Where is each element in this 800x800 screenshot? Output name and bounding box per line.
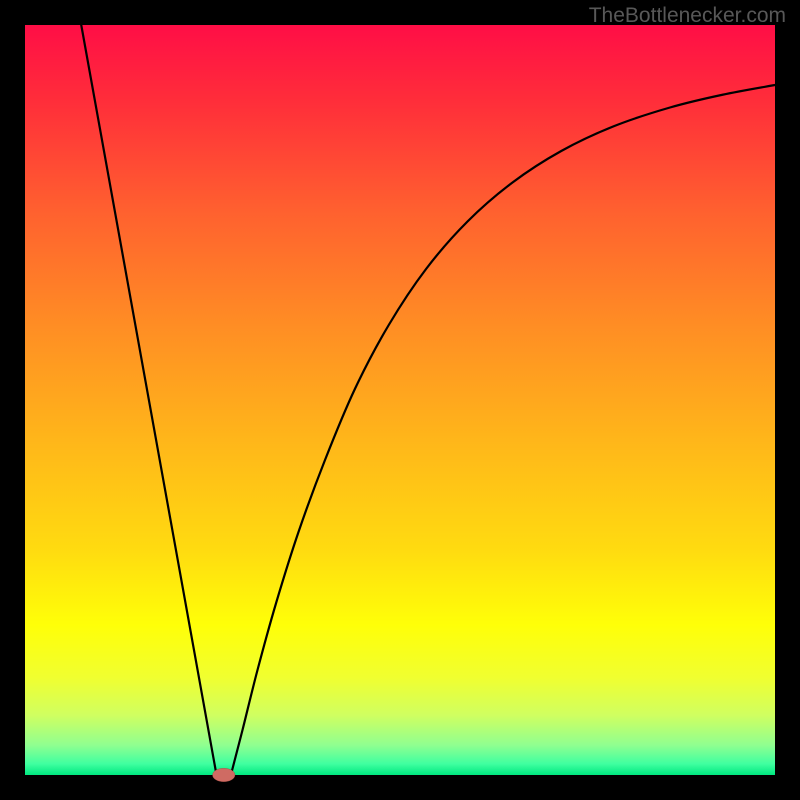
optimal-point-marker [213, 768, 236, 782]
watermark-text: TheBottlenecker.com [589, 4, 786, 28]
chart-container: TheBottlenecker.com [0, 0, 800, 800]
chart-svg [0, 0, 800, 800]
plot-area [25, 25, 775, 775]
